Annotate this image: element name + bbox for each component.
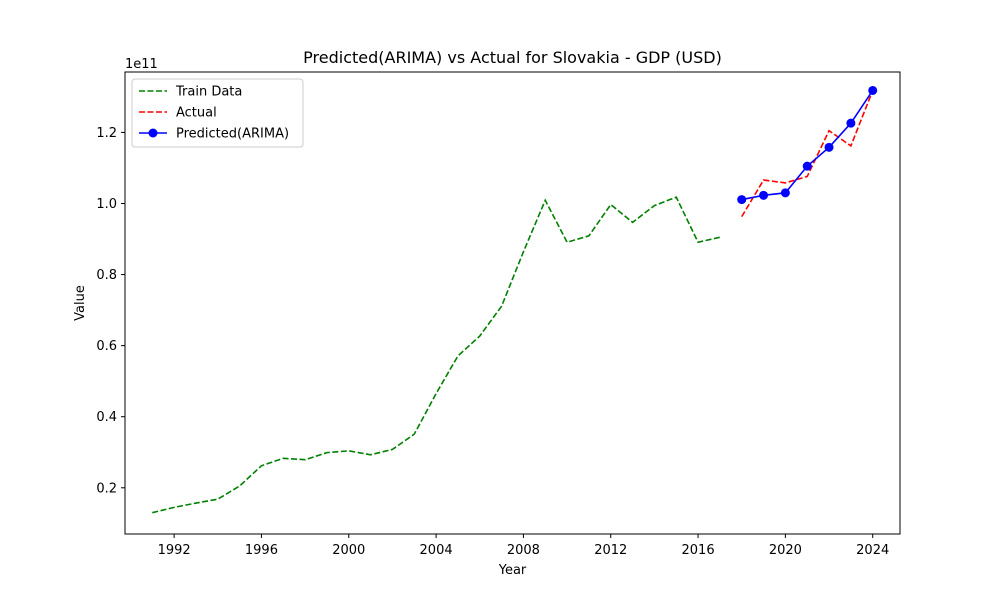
x-tick-label: 1996	[245, 543, 278, 558]
data-point	[846, 118, 856, 128]
y-axis-ticks: 0.2 0.4 0.6 0.8 1.0 1.2	[96, 126, 125, 496]
series-layer	[152, 85, 878, 514]
x-axis-label: Year	[498, 563, 527, 578]
series-line-2	[741, 90, 874, 218]
y-offset-label: 1e11	[125, 57, 158, 72]
data-point	[824, 142, 834, 152]
y-tick-label: 1.0	[96, 197, 117, 212]
y-tick-label: 1.2	[96, 126, 117, 141]
legend-marker	[148, 128, 158, 138]
x-tick-label: 2004	[420, 543, 453, 558]
legend-label: Actual	[176, 106, 217, 121]
y-axis-label: Value	[73, 285, 88, 321]
data-point	[780, 188, 790, 198]
legend-label: Train Data	[175, 85, 242, 100]
x-tick-label: 2012	[594, 543, 627, 558]
y-tick-label: 0.4	[96, 410, 117, 425]
y-tick-label: 0.8	[96, 268, 117, 283]
x-tick-label: 2016	[682, 543, 715, 558]
x-axis-ticks: 1992 1996 2000 2004 2008 2012 2016 2020 2024	[158, 534, 889, 558]
x-tick-label: 2000	[332, 543, 365, 558]
x-tick-label: 2024	[856, 543, 889, 558]
series-line-1	[152, 196, 721, 514]
data-point	[802, 161, 812, 171]
legend-frame	[131, 78, 304, 148]
legend: Train Data Actual Predicted(ARIMA)	[131, 78, 304, 148]
y-tick-label: 0.6	[96, 339, 117, 354]
plot-area-frame	[124, 71, 901, 535]
data-point	[737, 195, 747, 205]
x-tick-label: 2008	[507, 543, 540, 558]
data-point	[868, 85, 878, 95]
legend-label: Predicted(ARIMA)	[176, 127, 289, 142]
chart-title: Predicted(ARIMA) vs Actual for Slovakia …	[303, 48, 722, 67]
y-tick-label: 0.2	[96, 481, 117, 496]
x-tick-label: 1992	[158, 543, 191, 558]
data-point	[759, 190, 769, 200]
x-tick-label: 2020	[769, 543, 802, 558]
